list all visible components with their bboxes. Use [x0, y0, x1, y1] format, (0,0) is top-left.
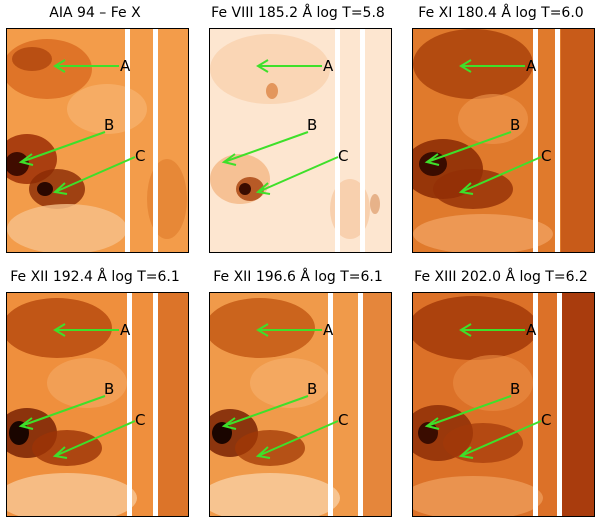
image-frame: A B C [6, 28, 189, 253]
solar-image-fe12-192: A B C [7, 293, 188, 516]
image-frame: A B C [209, 292, 392, 517]
label-b: B [510, 116, 520, 134]
label-c: C [541, 147, 551, 165]
panel-title: Fe XIII 202.0 Å log T=6.2 [414, 269, 588, 285]
label-a: A [323, 321, 334, 339]
image-frame: A B C [412, 28, 595, 253]
solar-image-fe11: A B C [413, 29, 594, 252]
panel-title: Fe VIII 185.2 Å log T=5.8 [211, 5, 385, 21]
image-frame: A B C [209, 28, 392, 253]
panel-fe11: Fe XI 180.4 Å log T=6.0 A B C [408, 4, 595, 254]
label-b: B [104, 380, 114, 398]
solar-image-fe13: A B C [413, 293, 594, 516]
label-a: A [120, 321, 131, 339]
panel-title: Fe XII 192.4 Å log T=6.1 [10, 269, 180, 285]
panel-fe12-192: Fe XII 192.4 Å log T=6.1 A B C [2, 268, 189, 518]
panel-title: Fe XII 196.6 Å log T=6.1 [213, 269, 383, 285]
label-b: B [307, 116, 317, 134]
label-c: C [541, 411, 551, 429]
label-a: A [526, 321, 537, 339]
label-c: C [135, 147, 145, 165]
label-a: A [323, 57, 334, 75]
label-a: A [120, 57, 131, 75]
label-c: C [338, 411, 348, 429]
image-frame: A B C [6, 292, 189, 517]
label-b: B [104, 116, 114, 134]
label-b: B [510, 380, 520, 398]
label-c: C [338, 147, 348, 165]
label-c: C [135, 411, 145, 429]
panel-title: Fe XI 180.4 Å log T=6.0 [418, 5, 584, 21]
panel-fe12-196: Fe XII 196.6 Å log T=6.1 A B C [205, 268, 392, 518]
panel-title: AIA 94 – Fe X [49, 5, 141, 21]
solar-image-aia94: A B C [7, 29, 188, 252]
solar-image-fe8: A B C [210, 29, 391, 252]
label-b: B [307, 380, 317, 398]
panel-aia94: AIA 94 – Fe X A B C [2, 4, 189, 254]
image-frame: A B C [412, 292, 595, 517]
solar-image-fe12-196: A B C [210, 293, 391, 516]
label-a: A [526, 57, 537, 75]
panel-fe13: Fe XIII 202.0 Å log T=6.2 A B C [408, 268, 595, 518]
panel-fe8: Fe VIII 185.2 Å log T=5.8 A B C [205, 4, 392, 254]
